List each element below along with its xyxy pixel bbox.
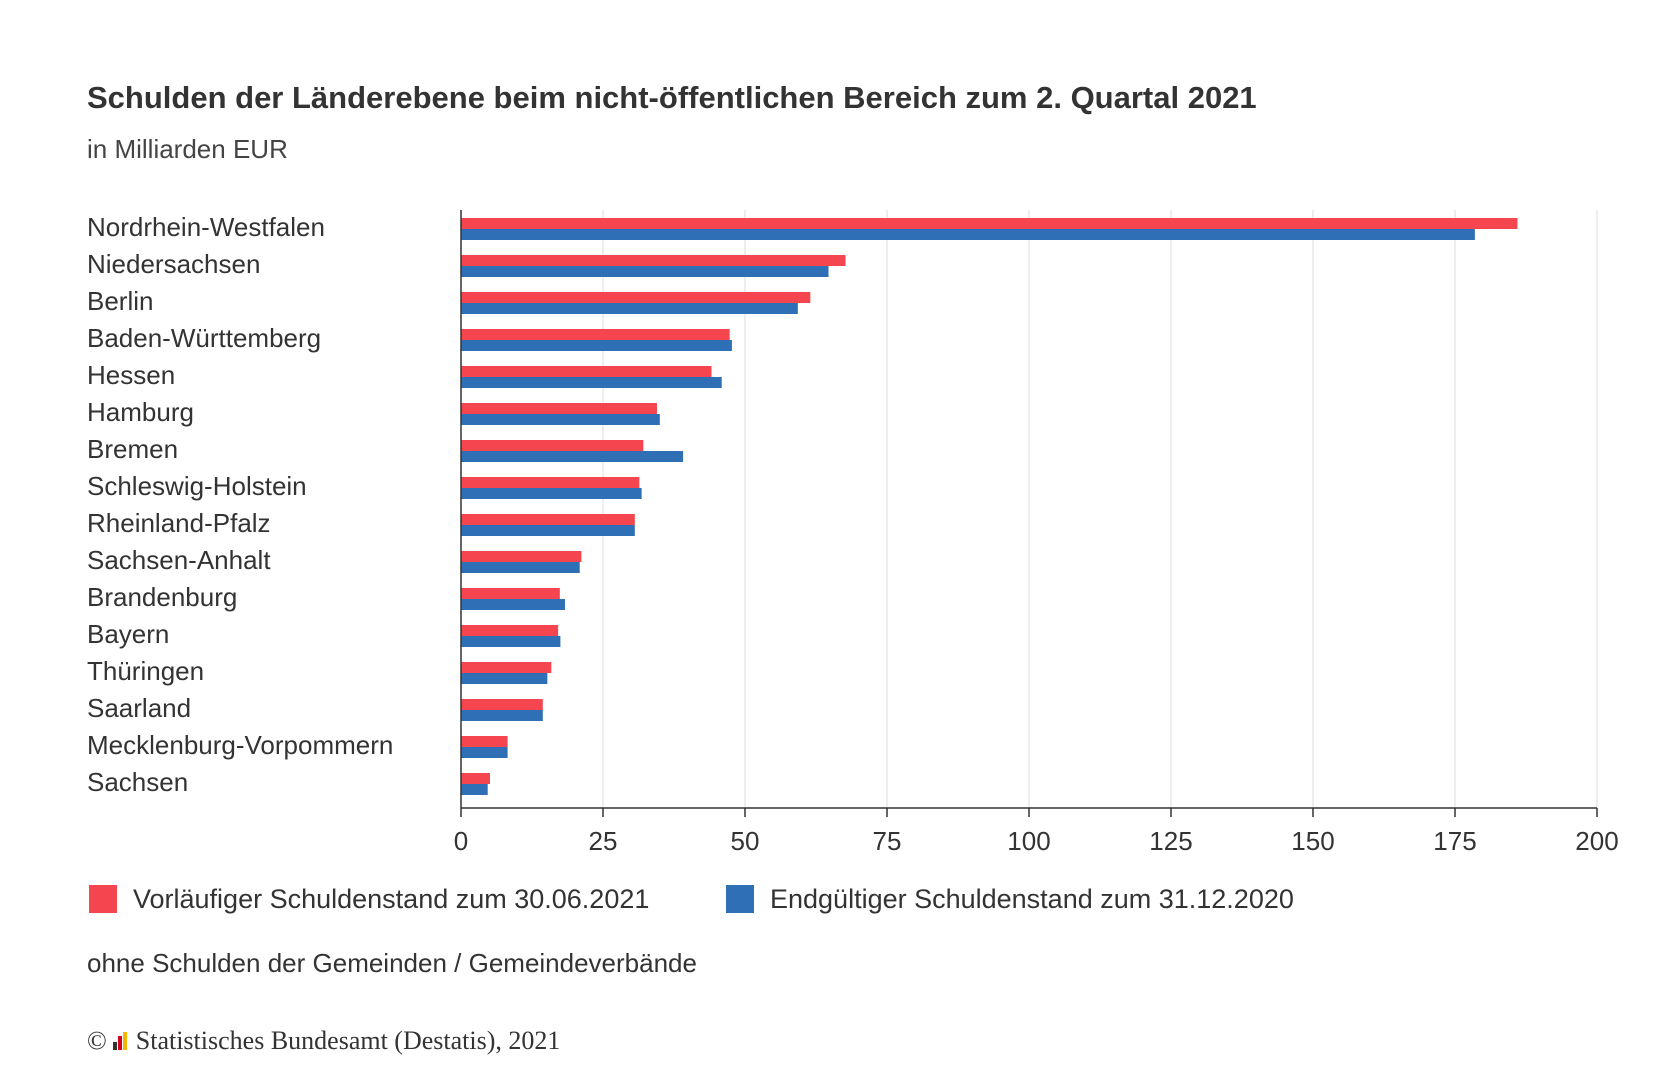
bar-series-2-brandenburg <box>461 599 565 610</box>
category-label: Sachsen <box>87 767 188 797</box>
bar-series-2-bayern <box>461 636 561 647</box>
legend-label-series-2: Endgültiger Schuldenstand zum 31.12.2020 <box>770 883 1294 914</box>
bar-series-1-niedersachsen <box>461 255 846 266</box>
legend-swatch-series-2 <box>726 885 754 913</box>
bar-series-1-th-ringen <box>461 662 552 673</box>
category-label: Mecklenburg-Vorpommern <box>87 730 393 760</box>
bar-series-2-niedersachsen <box>461 266 829 277</box>
category-label: Brandenburg <box>87 582 237 612</box>
category-label: Hessen <box>87 360 175 390</box>
category-label: Baden-Württemberg <box>87 323 321 353</box>
x-tick-label: 0 <box>454 826 468 856</box>
category-label: Niedersachsen <box>87 249 260 279</box>
bar-series-1-bremen <box>461 440 644 451</box>
bar-series-2-hamburg <box>461 414 660 425</box>
chart-subtitle: in Milliarden EUR <box>87 134 288 164</box>
bar-series-2-baden-w-rttemberg <box>461 340 732 351</box>
bar-series-2-schleswig-holstein <box>461 488 642 499</box>
legend-item-series-1[interactable]: Vorläufiger Schuldenstand zum 30.06.2021 <box>89 883 649 915</box>
chart-title: Schulden der Länderebene beim nicht-öffe… <box>87 80 1257 115</box>
bar-series-1-bayern <box>461 625 559 636</box>
bar-series-1-sachsen-anhalt <box>461 551 582 562</box>
destatis-logo-icon <box>112 1032 128 1050</box>
category-label: Berlin <box>87 286 153 316</box>
x-tick-label: 125 <box>1149 826 1192 856</box>
x-tick-label: 150 <box>1291 826 1334 856</box>
bar-series-1-hamburg <box>461 403 657 414</box>
category-label: Schleswig-Holstein <box>87 471 307 501</box>
bar-series-2-sachsen <box>461 784 488 795</box>
legend-label-series-1: Vorläufiger Schuldenstand zum 30.06.2021 <box>133 883 650 914</box>
bar-series-1-mecklenburg-vorpommern <box>461 736 508 747</box>
bar-series-2-th-ringen <box>461 673 548 684</box>
legend-item-series-2[interactable]: Endgültiger Schuldenstand zum 31.12.2020 <box>726 883 1294 915</box>
bar-series-2-bremen <box>461 451 684 462</box>
bar-series-1-saarland <box>461 699 543 710</box>
x-tick-label: 175 <box>1433 826 1476 856</box>
category-label: Bremen <box>87 434 178 464</box>
x-tick-label: 100 <box>1007 826 1050 856</box>
bar-series-1-schleswig-holstein <box>461 477 640 488</box>
bar-series-1-rheinland-pfalz <box>461 514 635 525</box>
bar-series-2-rheinland-pfalz <box>461 525 635 536</box>
category-label: Bayern <box>87 619 169 649</box>
bar-series-1-hessen <box>461 366 712 377</box>
x-tick-label: 200 <box>1575 826 1618 856</box>
bar-series-2-sachsen-anhalt <box>461 562 580 573</box>
x-tick-label: 50 <box>731 826 760 856</box>
legend-swatch-series-1 <box>89 885 117 913</box>
bar-series-1-sachsen <box>461 773 490 784</box>
bar-chart: Nordrhein-Westfalen Niedersachsen Berlin Ba… <box>87 210 1619 856</box>
bar-series-2-berlin <box>461 303 798 314</box>
bar-series-2-saarland <box>461 710 543 721</box>
source-credit[interactable]: © Statistisches Bundesamt (Destatis), 20… <box>87 1026 560 1056</box>
credit-text: Statistisches Bundesamt (Destatis), 2021 <box>135 1026 561 1055</box>
category-label: Hamburg <box>87 397 194 427</box>
bar-series-1-brandenburg <box>461 588 560 599</box>
bar-series-2-mecklenburg-vorpommern <box>461 747 508 758</box>
category-label: Saarland <box>87 693 191 723</box>
bar-series-2-hessen <box>461 377 722 388</box>
bar-series-2-nordrhein-westfalen <box>461 229 1475 240</box>
category-label: Thüringen <box>87 656 204 686</box>
category-label: Sachsen-Anhalt <box>87 545 271 575</box>
bar-series-1-nordrhein-westfalen <box>461 218 1518 229</box>
category-label: Nordrhein-Westfalen <box>87 212 325 242</box>
x-tick-label: 75 <box>873 826 902 856</box>
copyright-icon: © <box>87 1026 107 1055</box>
bar-series-1-berlin <box>461 292 811 303</box>
bar-series-1-baden-w-rttemberg <box>461 329 730 340</box>
category-label: Rheinland-Pfalz <box>87 508 271 538</box>
footnote: ohne Schulden der Gemeinden / Gemeindeve… <box>87 948 697 978</box>
x-tick-label: 25 <box>589 826 618 856</box>
